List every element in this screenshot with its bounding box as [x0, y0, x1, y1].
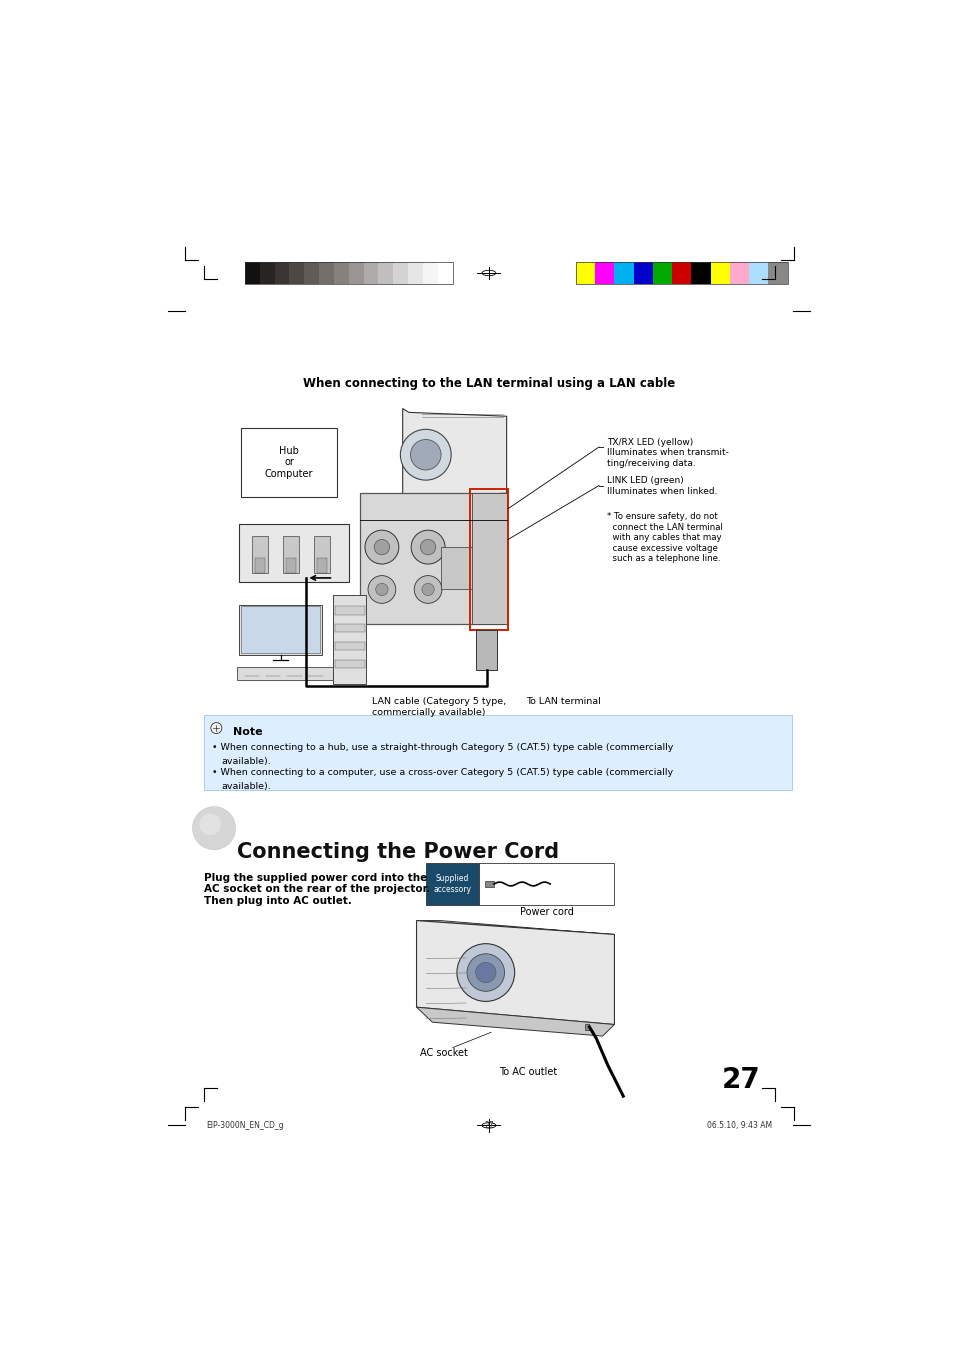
- Circle shape: [476, 962, 496, 982]
- Circle shape: [374, 539, 389, 555]
- Bar: [614, 262, 633, 284]
- Bar: [363, 262, 378, 284]
- Bar: [422, 262, 437, 284]
- Text: * To ensure safety, do not
  connect the LAN terminal
  with any cables that may: * To ensure safety, do not connect the L…: [606, 512, 721, 563]
- Bar: [633, 262, 652, 284]
- Text: Note: Note: [233, 727, 263, 736]
- Bar: [476, 631, 497, 670]
- Bar: [259, 262, 274, 284]
- Bar: [767, 262, 787, 284]
- Bar: [393, 262, 408, 284]
- Polygon shape: [416, 920, 614, 935]
- Bar: [576, 262, 787, 284]
- Bar: [274, 262, 289, 284]
- Text: Supplied
accessory: Supplied accessory: [433, 874, 471, 894]
- Bar: [314, 535, 330, 573]
- Circle shape: [467, 954, 504, 992]
- Bar: [335, 642, 365, 650]
- Bar: [239, 605, 321, 655]
- Bar: [672, 262, 691, 284]
- Circle shape: [211, 723, 222, 734]
- Circle shape: [375, 584, 388, 596]
- Text: • When connecting to a computer, use a cross-over Category 5 (CAT.5) type cable : • When connecting to a computer, use a c…: [213, 769, 673, 777]
- Bar: [286, 558, 295, 573]
- Circle shape: [414, 576, 441, 604]
- Bar: [748, 262, 767, 284]
- Bar: [335, 624, 365, 632]
- Text: Power cord: Power cord: [519, 907, 573, 917]
- Bar: [289, 262, 304, 284]
- Bar: [333, 594, 366, 684]
- Bar: [470, 489, 508, 631]
- Text: • When connecting to a hub, use a straight-through Category 5 (CAT.5) type cable: • When connecting to a hub, use a straig…: [213, 743, 673, 753]
- Bar: [437, 262, 453, 284]
- Bar: [245, 262, 259, 284]
- Text: LAN cable (Category 5 type,
commercially available): LAN cable (Category 5 type, commercially…: [372, 697, 505, 716]
- Bar: [652, 262, 672, 284]
- Bar: [691, 262, 710, 284]
- Polygon shape: [402, 408, 506, 501]
- Text: Connecting the Power Cord: Connecting the Power Cord: [237, 842, 558, 862]
- Circle shape: [193, 807, 235, 850]
- Bar: [349, 262, 363, 284]
- Circle shape: [199, 813, 221, 835]
- Bar: [245, 262, 453, 284]
- Circle shape: [365, 530, 398, 565]
- Bar: [425, 863, 478, 905]
- Bar: [252, 535, 268, 573]
- Bar: [241, 428, 336, 497]
- Text: AC socket: AC socket: [420, 1047, 468, 1058]
- Text: 27: 27: [483, 1121, 494, 1129]
- Circle shape: [411, 530, 444, 565]
- Circle shape: [421, 584, 434, 596]
- Bar: [335, 659, 365, 669]
- Bar: [378, 262, 393, 284]
- Bar: [316, 558, 327, 573]
- Bar: [472, 493, 506, 624]
- Text: available).: available).: [221, 782, 272, 790]
- Bar: [204, 715, 791, 790]
- Bar: [478, 863, 614, 905]
- Bar: [710, 262, 729, 284]
- Text: Plug the supplied power cord into the
AC socket on the rear of the projector.
Th: Plug the supplied power cord into the AC…: [204, 873, 430, 907]
- Text: When connecting to the LAN terminal using a LAN cable: When connecting to the LAN terminal usin…: [302, 377, 675, 389]
- Bar: [304, 262, 318, 284]
- Polygon shape: [416, 920, 614, 1024]
- Circle shape: [420, 539, 436, 555]
- Bar: [241, 607, 320, 654]
- Bar: [334, 262, 349, 284]
- Circle shape: [400, 430, 451, 480]
- Bar: [360, 493, 506, 624]
- Bar: [254, 558, 265, 573]
- Bar: [238, 524, 349, 582]
- Text: available).: available).: [221, 758, 272, 766]
- Bar: [440, 547, 479, 589]
- Text: 06.5.10, 9:43 AM: 06.5.10, 9:43 AM: [706, 1121, 772, 1129]
- Bar: [282, 535, 299, 573]
- Text: To LAN terminal: To LAN terminal: [525, 697, 600, 707]
- Bar: [576, 262, 595, 284]
- Text: 27: 27: [721, 1066, 760, 1094]
- Text: LINK LED (green)
Illuminates when linked.: LINK LED (green) Illuminates when linked…: [606, 477, 717, 496]
- Bar: [318, 262, 334, 284]
- Circle shape: [368, 576, 395, 604]
- Polygon shape: [416, 1008, 614, 1036]
- Bar: [335, 607, 365, 615]
- Bar: [595, 262, 614, 284]
- Bar: [584, 1024, 589, 1029]
- Circle shape: [456, 943, 514, 1001]
- Circle shape: [410, 439, 440, 470]
- Bar: [237, 667, 333, 680]
- Bar: [484, 881, 494, 888]
- Bar: [408, 262, 422, 284]
- Text: Hub
or
Computer: Hub or Computer: [265, 446, 313, 480]
- Text: EIP-3000N_EN_CD_g: EIP-3000N_EN_CD_g: [206, 1121, 284, 1129]
- Text: To AC outlet: To AC outlet: [498, 1067, 557, 1077]
- Text: TX/RX LED (yellow)
Illuminates when transmit-
ting/receiving data.: TX/RX LED (yellow) Illuminates when tran…: [606, 438, 728, 467]
- Bar: [729, 262, 748, 284]
